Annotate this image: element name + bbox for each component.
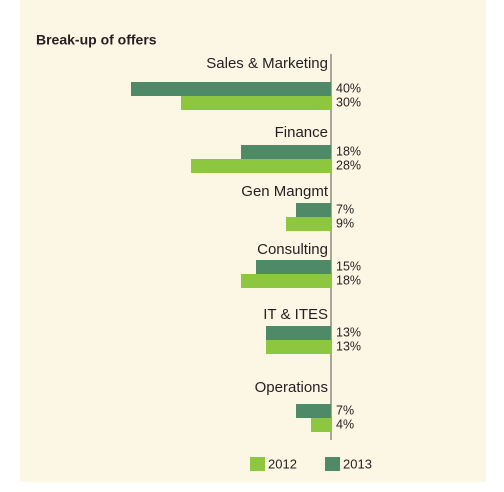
value-label: 13% — [336, 325, 361, 339]
category-label: IT & ITES — [263, 306, 328, 323]
legend-swatch — [325, 457, 340, 471]
bar — [256, 260, 331, 274]
category-label: Finance — [275, 124, 328, 141]
bar — [266, 340, 331, 354]
value-label: 7% — [336, 403, 354, 417]
value-label: 9% — [336, 216, 354, 230]
bar — [241, 274, 331, 288]
value-label: 18% — [336, 144, 361, 158]
value-label: 30% — [336, 95, 361, 109]
bar — [286, 217, 331, 231]
value-label: 28% — [336, 158, 361, 172]
value-label: 7% — [336, 202, 354, 216]
legend-swatch — [250, 457, 265, 471]
value-label: 18% — [336, 273, 361, 287]
panel — [20, 0, 486, 482]
value-label: 40% — [336, 81, 361, 95]
bar — [241, 145, 331, 159]
bar — [296, 404, 331, 418]
value-label: 13% — [336, 339, 361, 353]
value-label: 4% — [336, 417, 354, 431]
bar — [296, 203, 331, 217]
category-label: Consulting — [257, 241, 328, 258]
legend-label: 2012 — [268, 456, 297, 471]
bar — [131, 82, 331, 96]
bar — [191, 159, 331, 173]
bar — [311, 418, 331, 432]
category-label: Sales & Marketing — [206, 55, 328, 72]
value-label: 15% — [336, 259, 361, 273]
category-label: Operations — [255, 379, 328, 396]
legend-label: 2013 — [343, 456, 372, 471]
bar — [266, 326, 331, 340]
category-label: Gen Mangmt — [241, 183, 329, 200]
bar — [181, 96, 331, 110]
chart-title: Break-up of offers — [36, 32, 157, 48]
